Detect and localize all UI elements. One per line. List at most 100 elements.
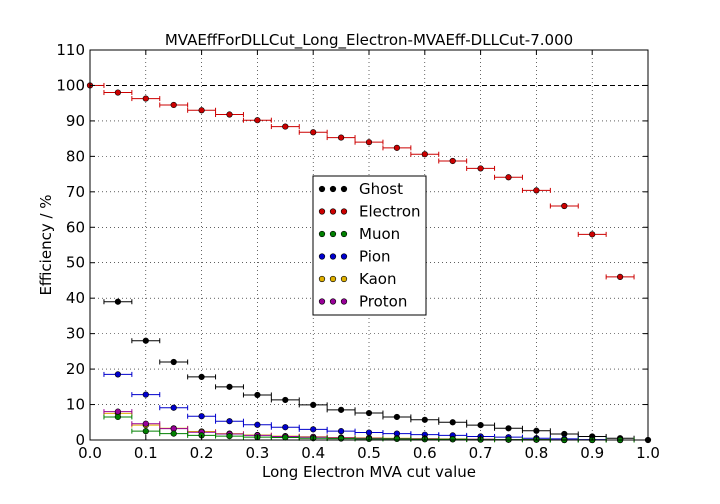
legend-label: Ghost	[359, 180, 403, 198]
data-point	[114, 413, 121, 421]
legend-marker	[329, 208, 337, 215]
data-point	[114, 371, 121, 378]
legend-label: Proton	[359, 293, 407, 311]
data-point	[393, 144, 401, 151]
data-point	[477, 422, 484, 429]
y-tick-label: 60	[66, 218, 85, 236]
y-tick-label: 80	[66, 147, 85, 165]
legend-marker	[340, 185, 348, 193]
legend-marker	[318, 185, 326, 193]
y-tick-label: 10	[66, 396, 85, 414]
legend-marker	[340, 208, 348, 215]
data-point	[589, 231, 596, 238]
y-tick-label: 30	[66, 325, 85, 343]
legend-marker	[340, 275, 348, 283]
x-tick-label: 1.0	[636, 444, 660, 462]
legend-marker	[329, 185, 337, 193]
legend-marker	[329, 253, 337, 260]
y-tick-label: 20	[66, 360, 85, 378]
legend-item-muon: Muon	[318, 225, 400, 243]
data-point	[142, 391, 149, 398]
data-point	[170, 358, 177, 366]
legend-label: Kaon	[359, 270, 396, 288]
x-tick-label: 0.5	[357, 444, 381, 462]
legend-item-pion: Pion	[318, 248, 391, 266]
legend-label: Muon	[359, 225, 400, 243]
legend-marker	[318, 208, 326, 215]
legend-marker	[329, 298, 337, 305]
data-point	[393, 413, 401, 421]
y-axis-title: Efficiency / %	[37, 194, 55, 295]
legend-marker	[340, 253, 348, 260]
data-point	[477, 165, 484, 172]
data-point	[170, 101, 177, 109]
data-point	[533, 187, 540, 194]
data-point	[505, 174, 512, 181]
data-point	[365, 139, 373, 146]
data-point	[198, 373, 205, 380]
y-tick-label: 110	[56, 41, 85, 59]
axis-ticks: 0.0 0.1 0.2 0.3 0.4 0.5 0.6 0.7 0.8 0.9 1.0 0 10 20 30…	[56, 41, 660, 462]
legend-marker	[329, 230, 337, 238]
legend-box	[312, 175, 427, 316]
data-point	[393, 435, 401, 443]
data-point	[421, 416, 428, 423]
x-tick-label: 0.7	[469, 444, 493, 462]
x-axis-title: Long Electron MVA cut value	[262, 463, 476, 481]
data-point	[198, 413, 205, 420]
legend-marker	[318, 230, 326, 238]
data-point	[616, 273, 624, 281]
legend-marker	[318, 253, 326, 260]
data-point	[338, 428, 345, 435]
x-tick-label: 0.2	[190, 444, 214, 462]
x-tick-label: 0.4	[301, 444, 325, 462]
data-point	[310, 426, 317, 433]
data-point	[254, 391, 261, 399]
legend-item-kaon: Kaon	[318, 270, 396, 288]
data-point	[449, 157, 456, 165]
y-tick-label: 70	[66, 183, 85, 201]
data-point	[310, 129, 317, 136]
series-electron	[86, 82, 635, 281]
data-point	[142, 95, 149, 102]
legend-marker	[318, 298, 326, 305]
legend-item-electron: Electron	[318, 203, 421, 221]
data-point	[338, 435, 345, 442]
legend-marker	[329, 275, 337, 283]
legend-marker	[340, 230, 348, 238]
data-point	[449, 419, 456, 426]
data-point	[170, 404, 177, 411]
x-tick-label: 0.0	[78, 444, 102, 462]
chart-title: MVAEffForDLLCut_Long_Electron-MVAEff-DLL…	[165, 31, 573, 50]
data-point	[226, 418, 233, 425]
data-point	[505, 425, 512, 432]
legend-label: Electron	[359, 203, 421, 221]
data-point	[421, 151, 428, 158]
data-point	[142, 337, 149, 344]
y-tick-label: 90	[66, 112, 85, 130]
y-tick-label: 40	[66, 289, 85, 307]
data-point	[282, 434, 289, 441]
legend-item-ghost: Ghost	[318, 180, 403, 198]
data-point	[114, 298, 121, 305]
legend-marker	[340, 298, 348, 305]
legend-label: Pion	[359, 248, 391, 266]
x-tick-label: 0.6	[413, 444, 437, 462]
data-point	[142, 420, 149, 427]
x-tick-label: 0.1	[134, 444, 158, 462]
y-tick-label: 0	[75, 431, 85, 449]
data-point	[338, 134, 345, 141]
data-point	[282, 396, 289, 404]
data-point	[282, 424, 289, 431]
data-point	[338, 406, 345, 413]
legend-item-proton: Proton	[318, 293, 407, 311]
data-point	[310, 401, 317, 409]
x-tick-label: 0.8	[524, 444, 548, 462]
data-point	[114, 408, 121, 415]
data-point	[561, 202, 568, 210]
y-tick-label: 50	[66, 254, 85, 272]
data-point	[282, 123, 289, 130]
data-point	[226, 433, 233, 440]
data-point	[170, 430, 177, 437]
